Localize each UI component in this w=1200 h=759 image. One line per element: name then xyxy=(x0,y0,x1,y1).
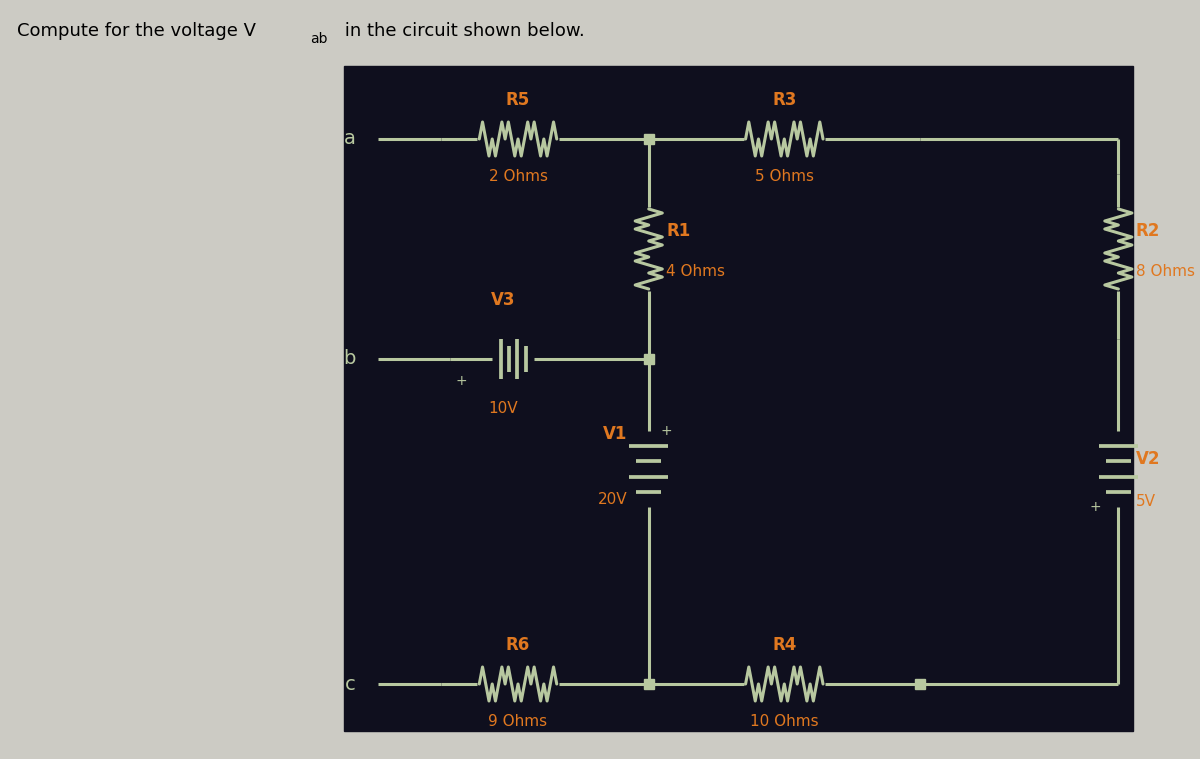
Text: Compute for the voltage V: Compute for the voltage V xyxy=(18,22,257,40)
Text: 9 Ohms: 9 Ohms xyxy=(488,714,547,729)
Text: 8 Ohms: 8 Ohms xyxy=(1135,263,1195,279)
Text: R1: R1 xyxy=(666,222,690,240)
Text: R6: R6 xyxy=(506,636,530,654)
Bar xyxy=(343,66,1133,731)
Text: 2 Ohms: 2 Ohms xyxy=(488,169,547,184)
Text: 5 Ohms: 5 Ohms xyxy=(755,169,814,184)
Text: V3: V3 xyxy=(491,291,516,309)
Text: V2: V2 xyxy=(1135,450,1160,468)
Text: c: c xyxy=(344,675,355,694)
Text: +: + xyxy=(1090,500,1100,514)
Text: R2: R2 xyxy=(1135,222,1160,240)
Text: 10 Ohms: 10 Ohms xyxy=(750,714,818,729)
Text: +: + xyxy=(455,374,467,388)
Text: b: b xyxy=(343,349,355,369)
Text: 5V: 5V xyxy=(1135,493,1156,509)
Text: a: a xyxy=(343,130,355,149)
Text: in the circuit shown below.: in the circuit shown below. xyxy=(338,22,584,40)
Text: 10V: 10V xyxy=(488,401,518,416)
Text: +: + xyxy=(660,424,672,438)
Text: R3: R3 xyxy=(772,91,797,109)
Text: 20V: 20V xyxy=(598,492,628,506)
Text: V1: V1 xyxy=(604,425,628,443)
Text: R5: R5 xyxy=(506,91,530,109)
Text: R4: R4 xyxy=(772,636,797,654)
Text: 4 Ohms: 4 Ohms xyxy=(666,263,725,279)
Text: ab: ab xyxy=(310,32,328,46)
